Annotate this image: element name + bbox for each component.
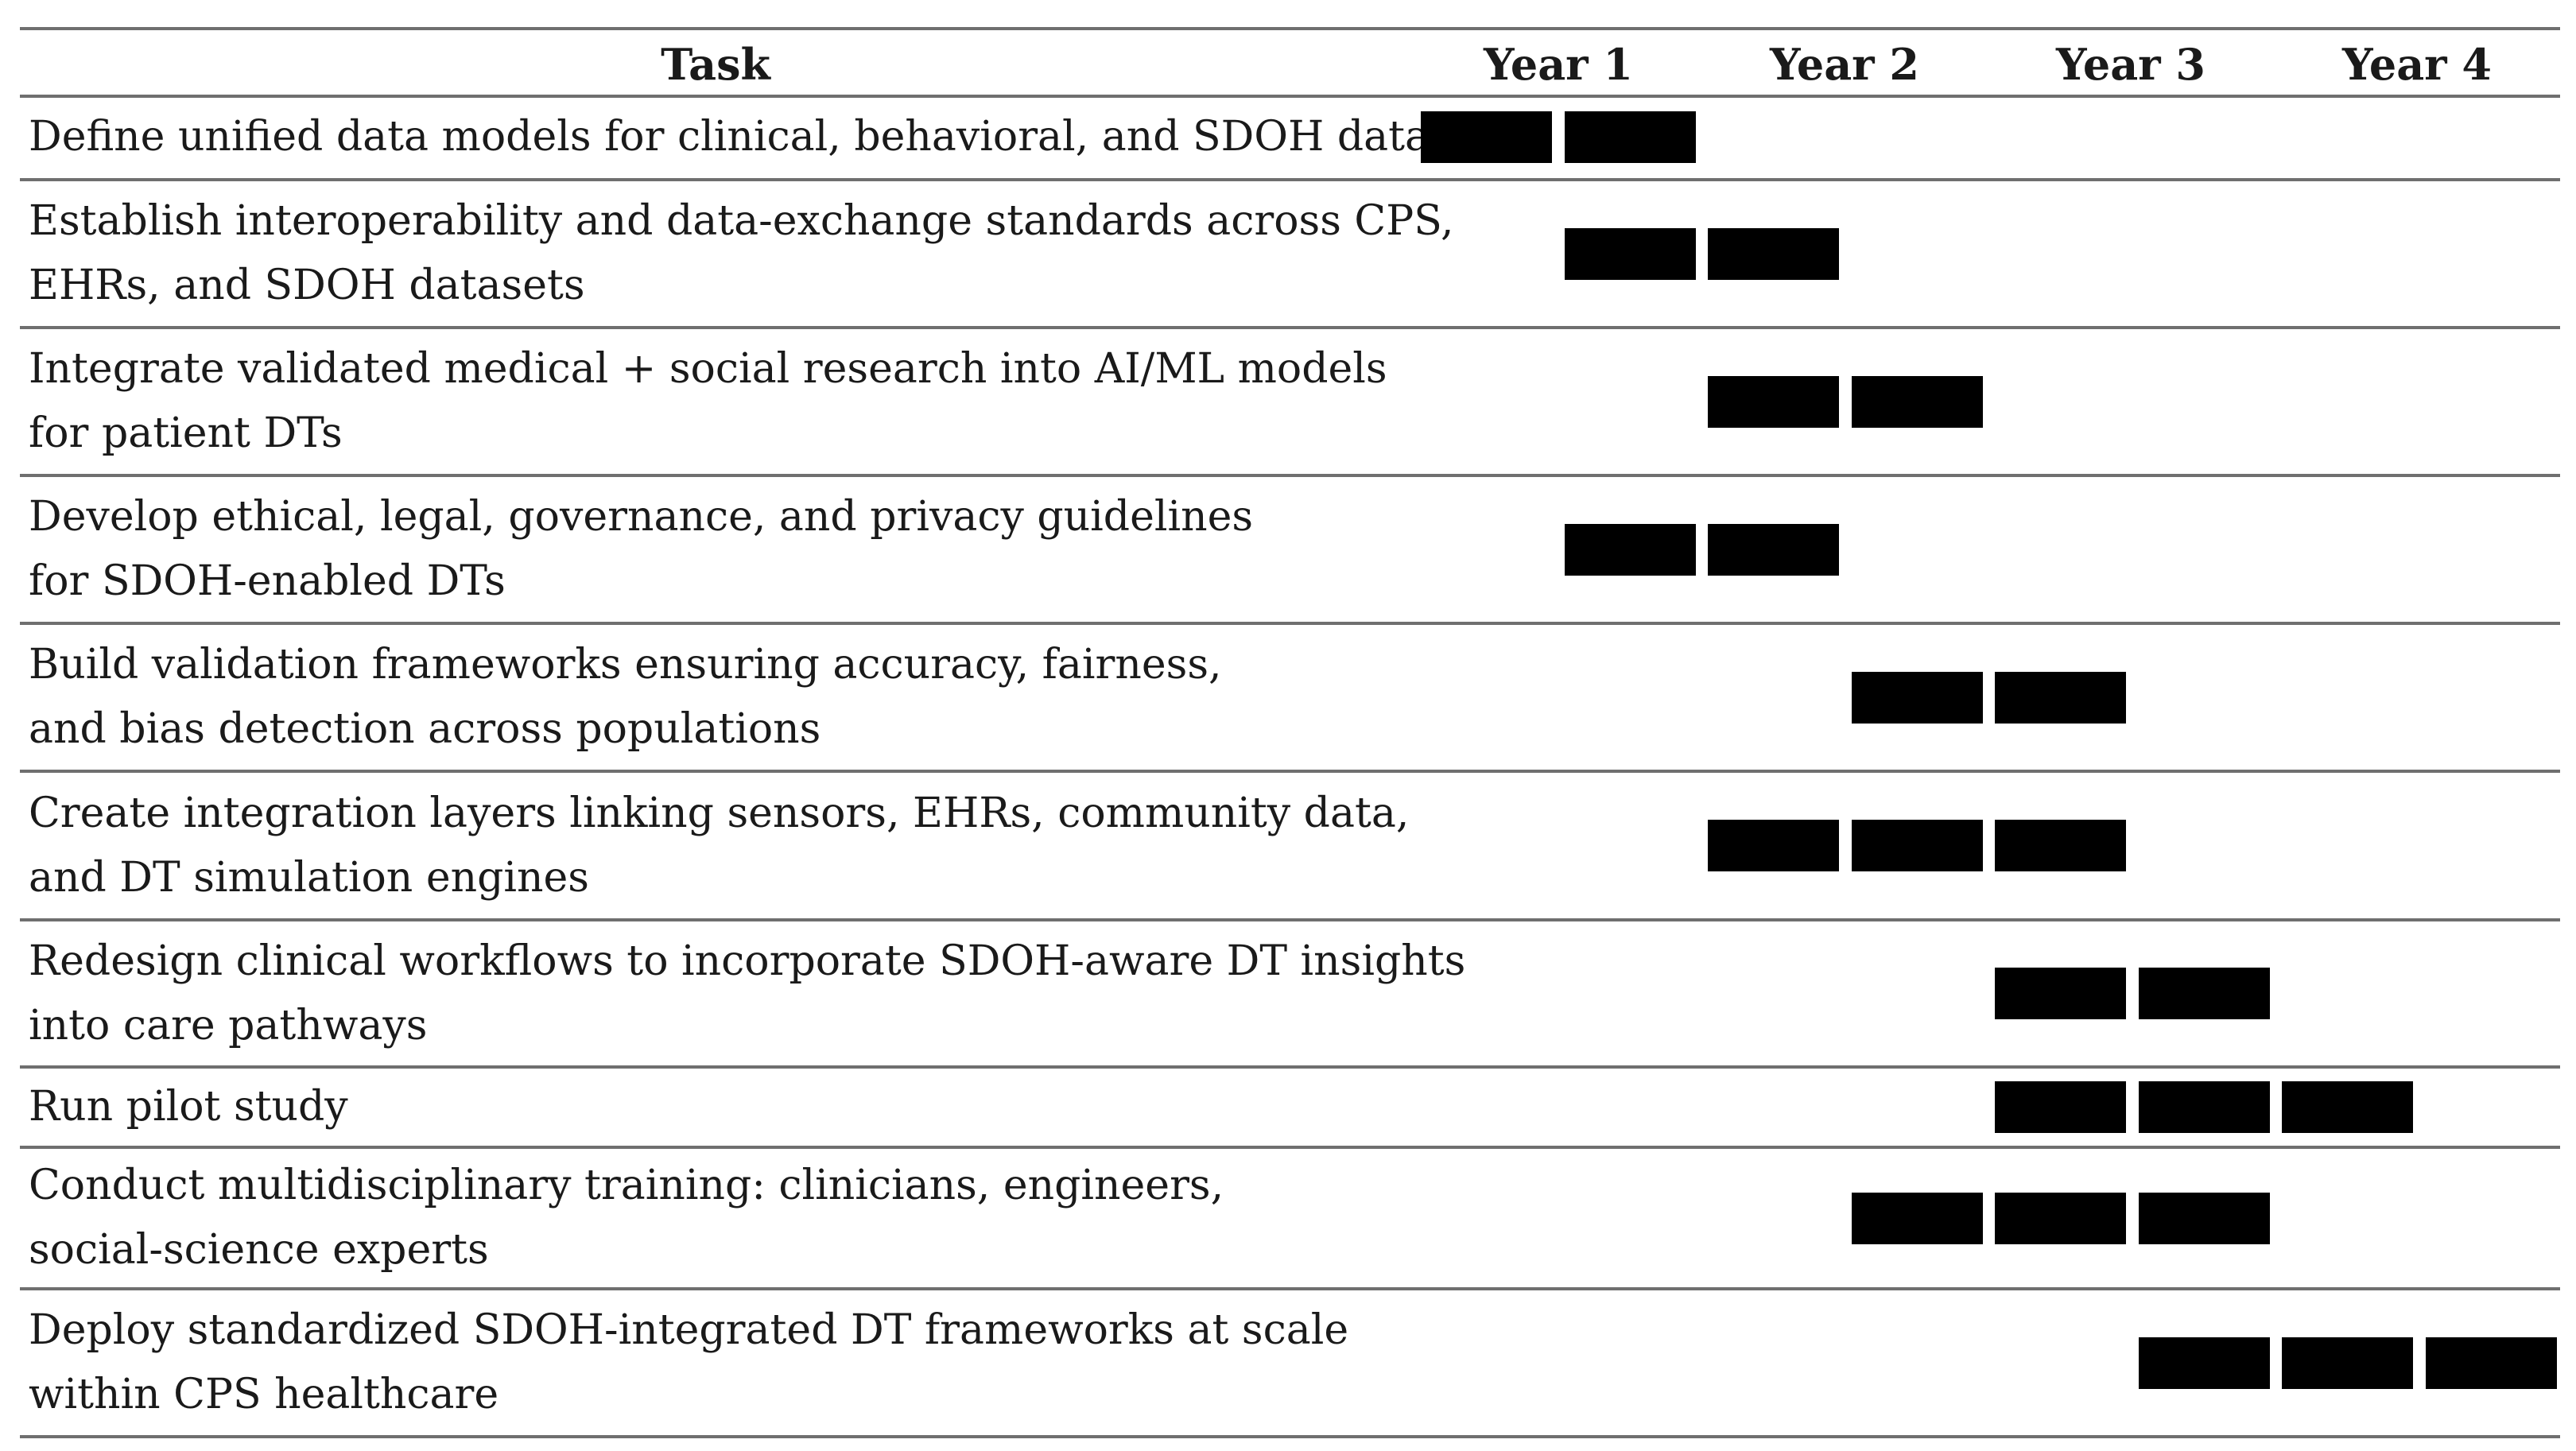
task-label: Build validation frameworks ensuring acc… [29,633,1222,762]
gantt-bar-quarter-3 [1708,375,1839,428]
task-label-line: Develop ethical, legal, governance, and … [29,493,1254,541]
task-label: Create integration layers linking sensor… [29,782,1409,910]
gantt-bar-quarter-2 [1564,111,1696,163]
row-rule [20,474,2560,477]
gantt-bar-quarter-8 [2425,1337,2557,1389]
gantt-bar-quarter-3 [1708,227,1839,280]
table-top-rule [20,27,2560,30]
row-rule [20,622,2560,625]
gantt-bar-quarter-5 [1995,1081,2126,1133]
header-year-1: Year 1 [1483,39,1634,90]
gantt-bar-quarter-2 [1564,523,1696,576]
row-rule [20,918,2560,921]
task-label-line: Create integration layers linking sensor… [29,789,1410,837]
gantt-bar-quarter-7 [2282,1337,2413,1389]
gantt-bar-quarter-5 [1995,968,2126,1019]
gantt-bar-quarter-5 [1995,820,2126,871]
task-label-line: within CPS healthcare [29,1371,499,1418]
gantt-bar-quarter-5 [1995,1192,2126,1244]
gantt-bar-quarter-2 [1564,227,1696,280]
task-label-line: into care pathways [29,1001,428,1049]
task-label-line: Deploy standardized SDOH-integrated DT f… [29,1306,1349,1354]
gantt-bar-quarter-4 [1851,1192,1983,1244]
task-label-line: Run pilot study [29,1083,348,1131]
row-rule [20,770,2560,773]
row-rule [20,326,2560,329]
task-label-line: for patient DTs [29,409,343,457]
gantt-bar-quarter-6 [2138,1192,2270,1244]
gantt-bar-quarter-7 [2282,1081,2413,1133]
row-rule [20,1435,2560,1438]
row-rule [20,178,2560,181]
task-label-line: Redesign clinical workflows to incorpora… [29,937,1466,985]
row-rule [20,1065,2560,1069]
task-label-line: EHRs, and SDOH datasets [29,262,585,309]
task-label: Conduct multidisciplinary training: clin… [29,1154,1224,1282]
gantt-bar-quarter-4 [1851,820,1983,871]
row-rule [20,1146,2560,1149]
task-label: Develop ethical, legal, governance, and … [29,485,1253,614]
gantt-bar-quarter-6 [2138,1337,2270,1389]
gantt-bar-quarter-4 [1851,375,1983,428]
task-label-line: Build validation frameworks ensuring acc… [29,641,1222,689]
task-label-line: and DT simulation engines [29,853,589,902]
header-year-3: Year 3 [2055,39,2206,90]
header-rule [20,95,2560,98]
task-label-line: for SDOH-enabled DTs [29,557,506,605]
gantt-bar-quarter-5 [1995,671,2126,724]
gantt-bar-quarter-6 [2138,968,2270,1019]
task-label-line: social-science experts [29,1226,489,1274]
gantt-bar-quarter-1 [1421,111,1552,163]
task-label: Deploy standardized SDOH-integrated DT f… [29,1298,1348,1427]
task-label: Integrate validated medical + social res… [29,337,1387,466]
gantt-bar-quarter-3 [1708,523,1839,576]
task-label: Run pilot study [29,1075,348,1139]
task-label: Define unified data models for clinical,… [29,105,1430,169]
header-year-2: Year 2 [1769,39,1920,90]
header-year-4: Year 4 [2341,39,2493,90]
header-task: Task [661,39,770,90]
task-label-line: Integrate validated medical + social res… [29,345,1387,393]
task-label-line: Conduct multidisciplinary training: clin… [29,1162,1224,1209]
task-label-line: and bias detection across populations [29,705,821,753]
row-rule [20,1287,2560,1290]
task-label-line: Define unified data models for clinical,… [29,113,1430,161]
task-label-line: Establish interoperability and data-exch… [29,197,1454,245]
task-label: Redesign clinical workflows to incorpora… [29,929,1465,1058]
task-label: Establish interoperability and data-exch… [29,189,1454,318]
gantt-bar-quarter-4 [1851,671,1983,724]
gantt-bar-quarter-6 [2138,1081,2270,1133]
gantt-bar-quarter-3 [1708,820,1839,871]
